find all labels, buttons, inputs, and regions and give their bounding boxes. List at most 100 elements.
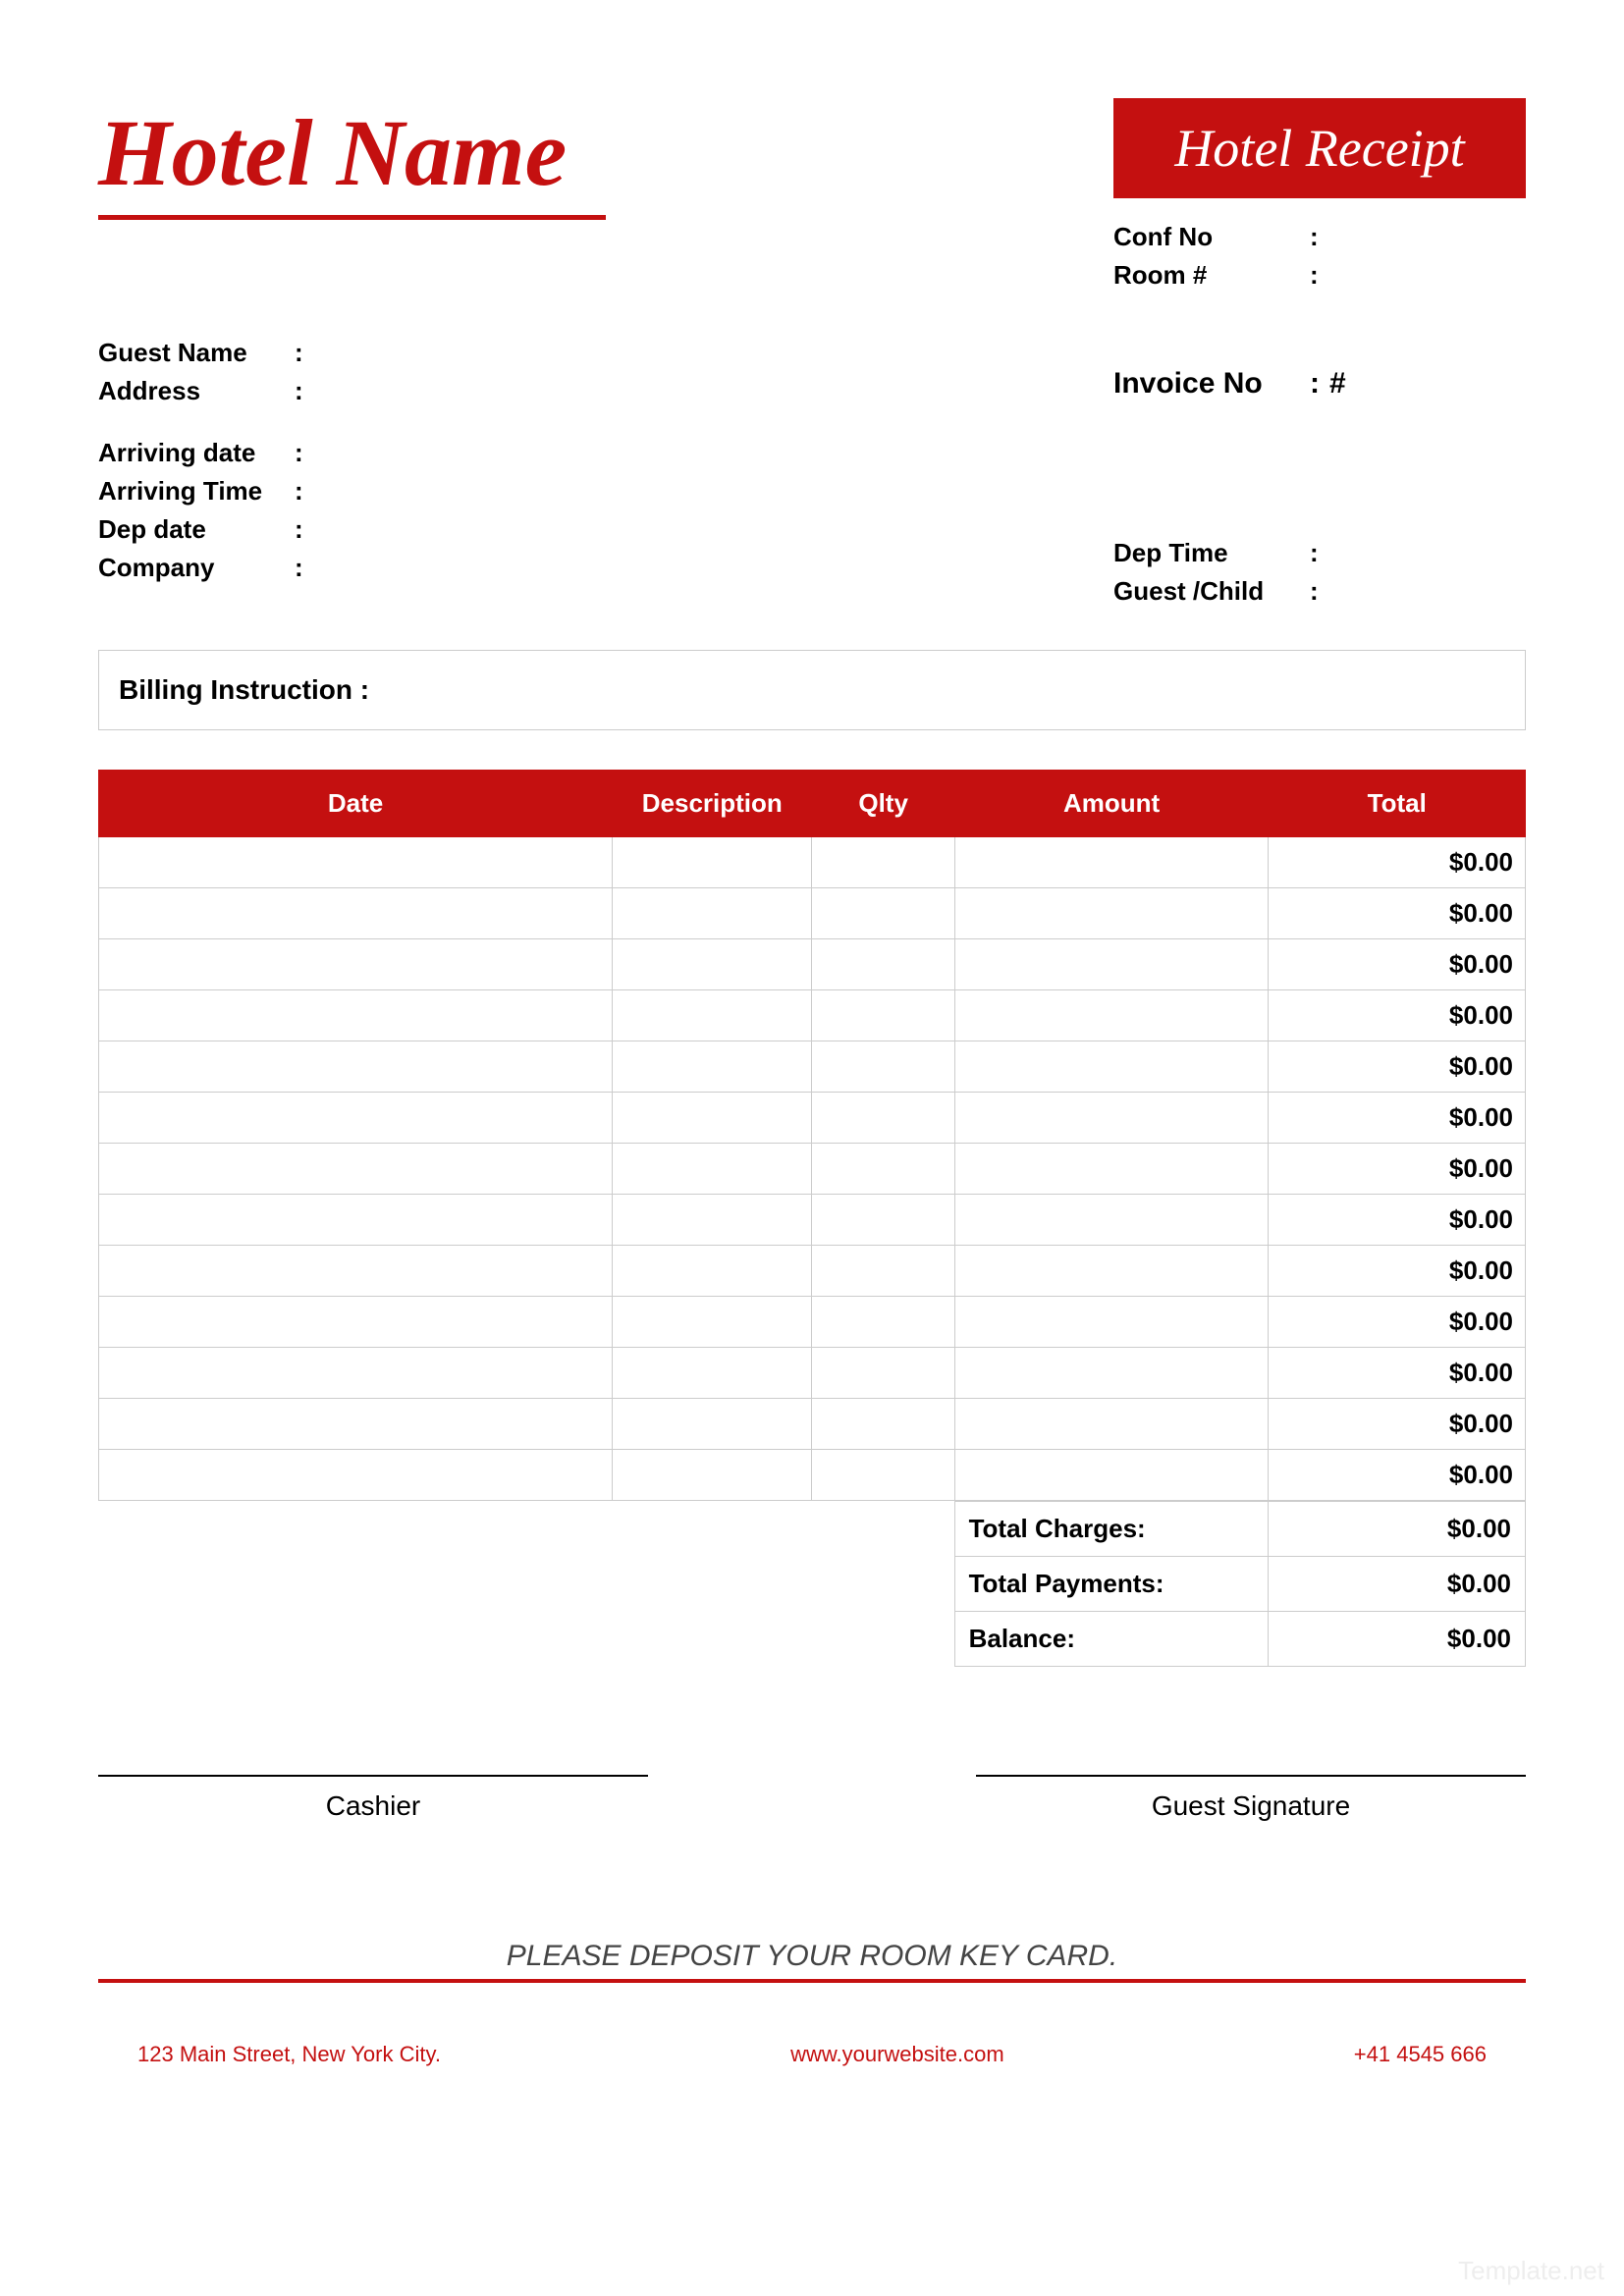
cell-date bbox=[99, 1246, 613, 1297]
label-dep-date: Dep date bbox=[98, 514, 295, 545]
cell-total: $0.00 bbox=[1269, 1399, 1526, 1450]
signature-line bbox=[976, 1775, 1526, 1777]
col-description: Description bbox=[613, 771, 812, 837]
label-guest-child: Guest /Child bbox=[1113, 576, 1310, 607]
signature-guest-label: Guest Signature bbox=[976, 1790, 1526, 1822]
cell-qty bbox=[812, 1246, 954, 1297]
cell-amount bbox=[954, 888, 1269, 939]
colon: : bbox=[1310, 222, 1329, 252]
cell-date bbox=[99, 1093, 613, 1144]
guest-info: Guest Name : Address : Arriving date : A… bbox=[98, 334, 785, 611]
cell-total: $0.00 bbox=[1269, 990, 1526, 1041]
label-room: Room # bbox=[1113, 260, 1310, 291]
label-conf-no: Conf No bbox=[1113, 222, 1310, 252]
cell-total: $0.00 bbox=[1269, 1041, 1526, 1093]
cell-date bbox=[99, 1450, 613, 1501]
value-conf-no bbox=[1329, 222, 1526, 252]
label-company: Company bbox=[98, 553, 295, 583]
watermark: Template.net bbox=[1458, 2256, 1604, 2286]
billing-instruction: Billing Instruction : bbox=[98, 650, 1526, 730]
table-row: $0.00 bbox=[99, 888, 1526, 939]
footer: 123 Main Street, New York City. www.your… bbox=[98, 2042, 1526, 2067]
field-dep-time: Dep Time : bbox=[1113, 534, 1526, 572]
header-right: Hotel Receipt Conf No : Room # : bbox=[1113, 98, 1526, 294]
table-row: $0.00 bbox=[99, 939, 1526, 990]
table-row: $0.00 bbox=[99, 1348, 1526, 1399]
cell-amount bbox=[954, 837, 1269, 888]
cell-date bbox=[99, 990, 613, 1041]
cell-total: $0.00 bbox=[1269, 837, 1526, 888]
items-table: Date Description Qlty Amount Total $0.00… bbox=[98, 770, 1526, 1501]
footer-website: www.yourwebsite.com bbox=[790, 2042, 1004, 2067]
info-section: Guest Name : Address : Arriving date : A… bbox=[98, 334, 1526, 611]
field-dep-date: Dep date : bbox=[98, 510, 785, 549]
cell-desc bbox=[613, 990, 812, 1041]
cell-date bbox=[99, 1195, 613, 1246]
cell-total: $0.00 bbox=[1269, 1450, 1526, 1501]
cell-qty bbox=[812, 888, 954, 939]
table-row: $0.00 bbox=[99, 837, 1526, 888]
table-row: $0.00 bbox=[99, 1041, 1526, 1093]
cell-amount bbox=[954, 1399, 1269, 1450]
cell-amount bbox=[954, 990, 1269, 1041]
cell-desc bbox=[613, 939, 812, 990]
signature-line bbox=[98, 1775, 648, 1777]
cell-date bbox=[99, 1348, 613, 1399]
cell-desc bbox=[613, 1450, 812, 1501]
field-conf-no: Conf No : bbox=[1113, 218, 1526, 256]
cell-total: $0.00 bbox=[1269, 1144, 1526, 1195]
value-guest-child bbox=[1329, 576, 1526, 607]
value-arriving-time bbox=[314, 476, 785, 507]
cell-date bbox=[99, 1041, 613, 1093]
cell-desc bbox=[613, 1144, 812, 1195]
value-room bbox=[1329, 260, 1526, 291]
value-balance: $0.00 bbox=[1269, 1612, 1526, 1667]
value-company bbox=[314, 553, 785, 583]
header: Hotel Name Hotel Receipt Conf No : Room … bbox=[98, 98, 1526, 294]
cell-desc bbox=[613, 1093, 812, 1144]
cell-qty bbox=[812, 990, 954, 1041]
table-row: $0.00 bbox=[99, 1195, 1526, 1246]
cell-desc bbox=[613, 1348, 812, 1399]
cell-qty bbox=[812, 1399, 954, 1450]
receipt-badge: Hotel Receipt bbox=[1113, 98, 1526, 198]
cell-amount bbox=[954, 1093, 1269, 1144]
label-arriving-time: Arriving Time bbox=[98, 476, 295, 507]
cell-qty bbox=[812, 1297, 954, 1348]
cell-desc bbox=[613, 1399, 812, 1450]
cell-desc bbox=[613, 1041, 812, 1093]
field-guest-name: Guest Name : bbox=[98, 334, 785, 372]
colon: : bbox=[295, 338, 314, 368]
cell-total: $0.00 bbox=[1269, 1297, 1526, 1348]
cell-total: $0.00 bbox=[1269, 1348, 1526, 1399]
field-guest-child: Guest /Child : bbox=[1113, 572, 1526, 611]
value-dep-time bbox=[1329, 538, 1526, 568]
colon: : bbox=[295, 476, 314, 507]
label-total-charges: Total Charges: bbox=[954, 1502, 1269, 1557]
signature-row: Cashier Guest Signature bbox=[98, 1775, 1526, 1822]
table-row: $0.00 bbox=[99, 1399, 1526, 1450]
label-dep-time: Dep Time bbox=[1113, 538, 1310, 568]
cell-date bbox=[99, 888, 613, 939]
colon: : bbox=[295, 376, 314, 406]
col-amount: Amount bbox=[954, 771, 1269, 837]
field-invoice-no: Invoice No : # bbox=[1113, 363, 1526, 404]
label-balance: Balance: bbox=[954, 1612, 1269, 1667]
col-total: Total bbox=[1269, 771, 1526, 837]
cell-total: $0.00 bbox=[1269, 1195, 1526, 1246]
table-row: $0.00 bbox=[99, 990, 1526, 1041]
cell-desc bbox=[613, 837, 812, 888]
label-total-payments: Total Payments: bbox=[954, 1557, 1269, 1612]
deposit-message: PLEASE DEPOSIT YOUR ROOM KEY CARD. bbox=[98, 1940, 1526, 1983]
col-date: Date bbox=[99, 771, 613, 837]
cell-amount bbox=[954, 1144, 1269, 1195]
cell-desc bbox=[613, 1297, 812, 1348]
cell-amount bbox=[954, 1041, 1269, 1093]
cell-qty bbox=[812, 1450, 954, 1501]
value-arriving-date bbox=[314, 438, 785, 468]
cell-qty bbox=[812, 939, 954, 990]
table-row: $0.00 bbox=[99, 1246, 1526, 1297]
label-address: Address bbox=[98, 376, 295, 406]
items-table-head: Date Description Qlty Amount Total bbox=[99, 771, 1526, 837]
field-company: Company : bbox=[98, 549, 785, 587]
